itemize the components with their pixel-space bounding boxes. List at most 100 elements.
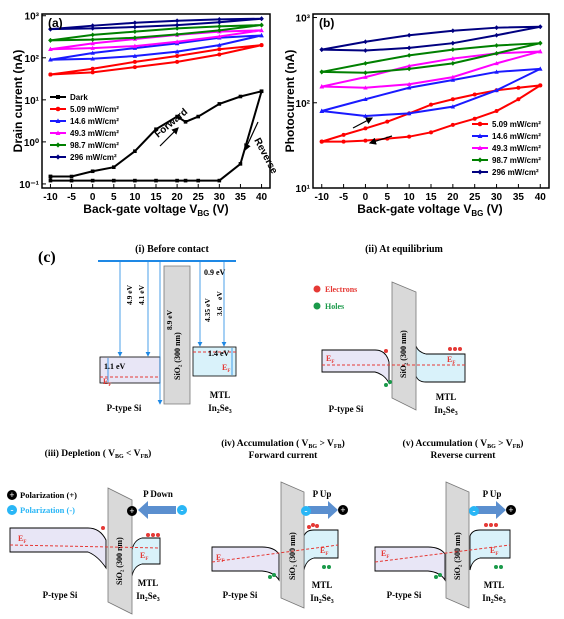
data-point — [450, 122, 455, 127]
panel-a-xlabel: Back-gate voltage VBG (V) — [83, 202, 228, 218]
data-point — [238, 94, 243, 99]
data-point — [319, 108, 324, 113]
data-point — [259, 33, 264, 38]
data-point — [175, 59, 180, 64]
data-point — [538, 40, 543, 46]
data-point — [319, 139, 324, 144]
oxide-block — [163, 265, 191, 405]
x-tick-label: 40 — [256, 192, 268, 203]
data-point — [69, 174, 74, 179]
ptype-si-label-v: P-type Si — [387, 590, 422, 600]
legend-marker — [477, 169, 483, 175]
electrons-legend-label: Electrons — [325, 285, 357, 294]
data-point — [450, 97, 455, 102]
data-point — [259, 16, 264, 22]
ef-label-iii-right: EF — [140, 551, 148, 562]
hole-dot — [384, 383, 388, 387]
y-tick-label: 10³ — [25, 12, 40, 23]
hole-dot — [268, 575, 272, 579]
p-up-label-iv: P Up — [313, 489, 332, 499]
data-point — [183, 120, 188, 124]
x-tick-label: 0 — [363, 192, 369, 203]
legend-label: 14.6 mW/cm² — [70, 117, 119, 126]
y-tick-label: 10⁰ — [24, 138, 39, 149]
data-point — [494, 60, 499, 66]
hole-dot — [327, 565, 331, 569]
panel-b-xlabel: Back-gate voltage VBG (V) — [357, 202, 502, 218]
data-point — [174, 31, 180, 37]
legend-marker — [55, 106, 61, 112]
series-loop — [321, 25, 541, 52]
data-point — [516, 85, 521, 90]
oxide-block-ii — [391, 281, 417, 411]
data-point — [450, 77, 456, 82]
data-point — [494, 109, 499, 114]
data-point — [538, 66, 543, 71]
polarization-plus-icon — [506, 505, 516, 515]
mtl-label-iii: MTL — [138, 578, 159, 588]
in2se3-ef-label: EF — [222, 363, 230, 374]
legend-marker — [477, 133, 483, 138]
data-point — [319, 47, 324, 53]
data-point — [429, 130, 433, 135]
polarization-minus-label: Polarization (-) — [20, 505, 75, 515]
ef-label-iii-left: EF — [18, 534, 26, 545]
ef-label-ii-left: EF — [326, 354, 334, 365]
data-point — [259, 27, 264, 33]
mtl-label-v: MTL — [484, 580, 505, 590]
data-point — [494, 69, 499, 74]
oxide-label-iii: SiO₂ (300 nm) — [115, 537, 124, 585]
data-point — [319, 69, 324, 75]
data-point — [174, 18, 180, 24]
ef-label-iv-right: EF — [320, 546, 328, 557]
data-point — [450, 74, 456, 79]
data-point — [341, 139, 346, 144]
panel-b-forward-arrow — [352, 117, 374, 129]
x-tick-label: 40 — [535, 192, 547, 203]
x-tick-label: 35 — [513, 192, 525, 203]
diagram-before-contact: (i) Before contact SiO₂ (300 nm) 0.9 eV … — [98, 244, 237, 415]
data-point — [217, 23, 222, 29]
legend-label: 98.7 mW/cm² — [492, 156, 541, 165]
electrons-legend-dot — [313, 285, 321, 293]
in2se3-band-iii — [131, 537, 161, 577]
x-tick-label: 30 — [214, 192, 226, 203]
panel-b-ylabel: Photocurrent (nA) — [283, 50, 297, 153]
data-point — [48, 37, 53, 43]
data-point — [450, 60, 456, 66]
data-point — [406, 85, 412, 90]
p-up-arrow-iv — [308, 501, 338, 519]
panel-a: -10 -5 0 5 10 15 20 25 30 35 40 10⁻¹ 10⁰ 10¹ 10² 10³ (… — [11, 12, 280, 218]
polarization-plus-icon — [127, 506, 137, 516]
holes-legend-label: Holes — [325, 302, 344, 311]
subtitle-reverse-current: Reverse current — [431, 451, 497, 461]
panel-a-legend: Dark 5.09 mW/cm² 14.6 mW/cm² 49.3 mW/cm² 98.… — [50, 93, 119, 162]
y-tick-label: 10¹ — [25, 96, 40, 107]
oxide-label-iv: SiO₂ (300 nm) — [288, 532, 297, 580]
data-point — [196, 178, 201, 183]
data-point — [90, 178, 95, 183]
ptype-si-label-i: P-type Si — [107, 403, 142, 413]
label-41ev: 4.1 eV — [137, 284, 146, 305]
electron-dot — [458, 347, 462, 351]
ptype-si-label-iii: P-type Si — [43, 590, 78, 600]
polarization-plus-label: Polarization (+) — [20, 490, 77, 500]
p-down-arrow — [138, 501, 176, 519]
electron-dot — [384, 349, 388, 353]
electron-dot — [307, 525, 311, 529]
x-tick-label: 35 — [235, 192, 247, 203]
y-tick-label: 10³ — [296, 14, 311, 25]
data-point — [132, 20, 138, 26]
series-loop — [50, 17, 262, 31]
x-tick-label: 25 — [193, 192, 205, 203]
series-loop — [321, 67, 541, 117]
electron-dot — [489, 523, 493, 527]
hole-dot — [499, 565, 503, 569]
data-point — [406, 63, 412, 68]
legend-label: 49.3 mW/cm² — [492, 144, 541, 153]
in2se3-label-v: In2Se3 — [482, 593, 506, 605]
diagram-equilibrium: (ii) At equilibrium Electrons Holes SiO₂… — [313, 244, 466, 417]
label-11ev: 1.1 eV — [104, 362, 126, 371]
data-point — [406, 52, 412, 58]
